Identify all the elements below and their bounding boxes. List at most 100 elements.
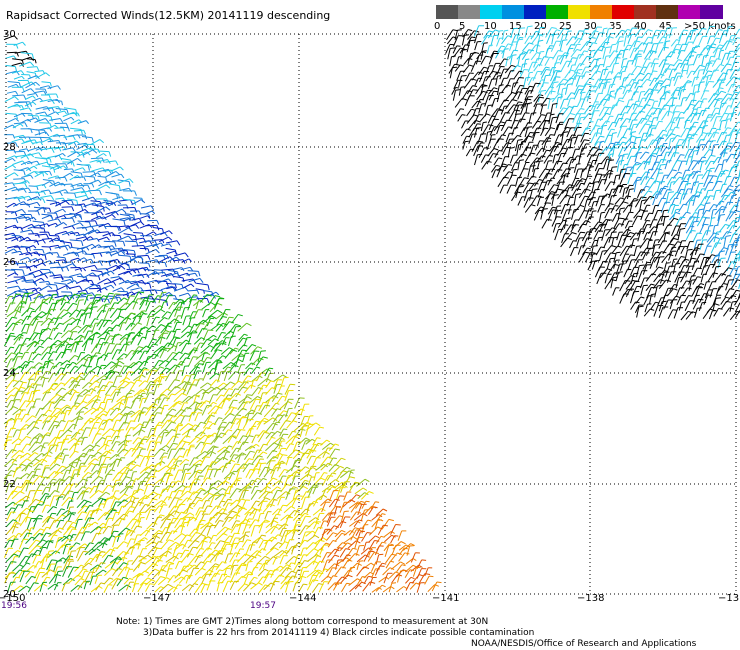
wind-barb-flag (34, 452, 39, 455)
wind-barb-flag (327, 456, 333, 460)
wind-barb (263, 491, 270, 499)
wind-barb (68, 473, 76, 485)
wind-barb (39, 98, 52, 103)
wind-barb (19, 516, 27, 527)
wind-barb (28, 257, 36, 263)
wind-barb-flag (79, 532, 84, 534)
wind-barb-flag (138, 291, 145, 294)
wind-barb (14, 306, 20, 318)
wind-barb (47, 111, 56, 117)
wind-barb-flag (33, 216, 37, 221)
wind-barb-flag (357, 502, 363, 505)
wind-barb (34, 171, 43, 174)
wind-barb (196, 328, 203, 339)
wind-barb (27, 152, 39, 156)
wind-barb (154, 255, 164, 258)
wind-barb (145, 231, 154, 237)
wind-barb (74, 395, 80, 404)
wind-barb (278, 541, 286, 549)
wind-barb-flag (172, 415, 177, 418)
wind-barb-flag (49, 208, 52, 213)
wind-barb-flag (388, 518, 395, 522)
wind-barb (250, 490, 258, 500)
wind-barb-flag (115, 160, 119, 166)
wind-barb (110, 276, 120, 279)
wind-barb-flag (61, 508, 65, 511)
wind-barb-flag (44, 556, 50, 558)
wind-barb (47, 85, 58, 89)
wind-barb (111, 436, 117, 445)
wind-barb-flag (20, 227, 23, 232)
wind-barb-flag (56, 463, 61, 467)
wind-barb-flag (46, 532, 52, 535)
wind-barb-flag (101, 455, 107, 457)
wind-barb-flag (143, 407, 148, 409)
wind-barb-flag (216, 505, 222, 508)
wind-barb-flag (281, 460, 286, 464)
wind-barb-flag (356, 494, 361, 497)
wind-barb (48, 294, 54, 304)
wind-barb (21, 307, 31, 317)
wind-barb (104, 343, 111, 355)
wind-barb (361, 491, 370, 500)
wind-barb-flag (21, 75, 25, 80)
wind-barb (228, 504, 238, 514)
wind-barb (145, 434, 153, 443)
wind-barb (25, 553, 32, 564)
wind-barb (77, 289, 86, 293)
wind-barb (11, 294, 21, 299)
wind-barb (312, 437, 318, 446)
wind-barb-flag (317, 569, 323, 573)
wind-barb-flag (173, 517, 179, 520)
wind-barb (27, 196, 38, 201)
wind-barb (46, 490, 56, 500)
wind-barb (174, 503, 181, 515)
wind-barb (104, 369, 112, 376)
wind-barb (123, 198, 135, 201)
wind-barb-flag (200, 533, 207, 538)
wind-barb (13, 182, 25, 185)
wind-barb-flag (20, 70, 25, 75)
wind-barb (223, 330, 231, 339)
wind-barb-flag (89, 448, 94, 451)
wind-barb-flag (45, 118, 50, 123)
wind-barb (195, 507, 201, 516)
wind-barb (138, 504, 146, 513)
wind-barb (95, 153, 104, 159)
wind-barb-flag (243, 441, 249, 444)
wind-barb-flag (239, 540, 244, 543)
wind-barb (339, 502, 345, 513)
wind-barb-flag (168, 236, 173, 241)
wind-barb (89, 318, 96, 327)
wind-barb-flag (222, 487, 227, 491)
wind-barb (83, 313, 88, 325)
wind-barb-flag (131, 447, 136, 451)
wind-barb (11, 418, 18, 430)
wind-barb-flag (121, 265, 126, 270)
wind-barb (19, 251, 30, 256)
wind-barb (112, 472, 120, 481)
wind-barb (131, 446, 139, 457)
wind-barb (228, 484, 233, 495)
wind-barb (20, 81, 32, 88)
wind-barb (207, 368, 214, 376)
wind-barb-flag (43, 301, 49, 305)
wind-barb (179, 423, 189, 432)
wind-barb-flag (91, 292, 96, 298)
wind-barb-flag (195, 478, 201, 481)
wind-barb-flag (199, 554, 203, 557)
wind-barb-flag (38, 561, 43, 563)
wind-barb (265, 442, 275, 452)
wind-barb (97, 278, 108, 285)
wind-barb (90, 269, 102, 273)
wind-barb (67, 280, 76, 285)
wind-barb-flag (224, 446, 229, 450)
wind-barb-flag (55, 201, 58, 206)
wind-barb (363, 542, 367, 551)
wind-barb (160, 527, 166, 535)
wind-barb-flag (102, 206, 105, 212)
wind-barb (95, 503, 101, 514)
wind-barb (112, 196, 122, 201)
wind-barb (166, 352, 174, 361)
wind-barb (49, 181, 59, 187)
